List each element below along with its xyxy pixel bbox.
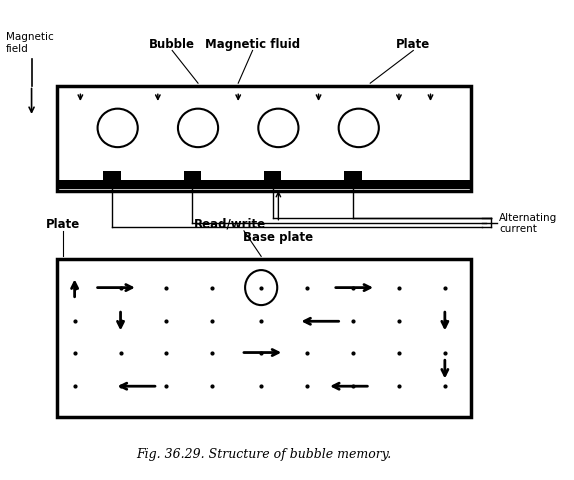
Text: Read/write: Read/write	[193, 217, 266, 230]
Ellipse shape	[98, 109, 138, 148]
Text: Alternating
current: Alternating current	[499, 213, 557, 234]
Bar	[344, 172, 362, 182]
Text: Plate: Plate	[396, 37, 430, 50]
Text: Magnetic fluid: Magnetic fluid	[205, 37, 300, 50]
Bar	[57, 86, 471, 192]
Bar	[57, 259, 471, 418]
Text: Plate: Plate	[46, 217, 80, 230]
Text: Bubble: Bubble	[149, 37, 195, 50]
Bar	[57, 181, 471, 190]
Ellipse shape	[258, 109, 298, 148]
Text: Magnetic
field: Magnetic field	[6, 33, 53, 54]
Text: Base plate: Base plate	[243, 230, 313, 243]
Bar	[184, 172, 201, 182]
Ellipse shape	[178, 109, 218, 148]
Bar	[264, 172, 281, 182]
Bar	[103, 172, 121, 182]
Ellipse shape	[245, 271, 277, 305]
Text: Fig. 36.29. Structure of bubble memory.: Fig. 36.29. Structure of bubble memory.	[137, 447, 391, 460]
Ellipse shape	[339, 109, 379, 148]
